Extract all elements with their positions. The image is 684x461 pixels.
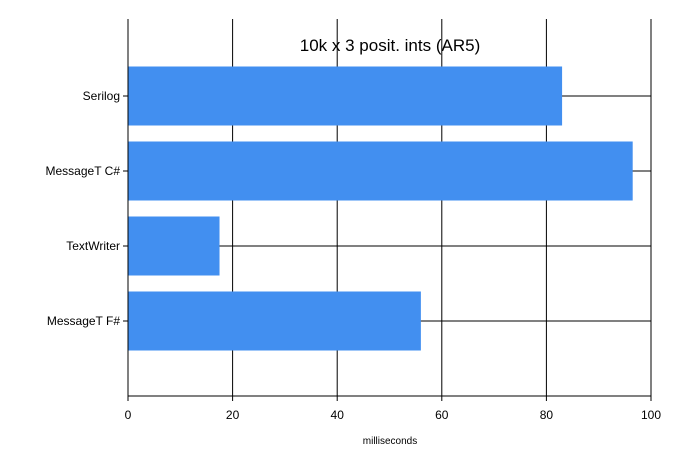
bar xyxy=(128,291,421,351)
chart-title: 10k x 3 posit. ints (AR5) xyxy=(300,36,480,55)
x-tick-label: 40 xyxy=(331,408,345,422)
bar xyxy=(128,141,633,201)
category-label: MessageT C# xyxy=(46,164,121,178)
x-tick-label: 80 xyxy=(540,408,554,422)
x-tick-label: 100 xyxy=(641,408,661,422)
bars xyxy=(128,66,633,351)
x-axis-title: milliseconds xyxy=(363,436,417,447)
x-tick-label: 20 xyxy=(226,408,240,422)
x-tick-labels: 0 20 40 60 80 100 xyxy=(125,408,662,422)
bar xyxy=(128,66,563,126)
x-tick-label: 0 xyxy=(125,408,132,422)
category-label: Serilog xyxy=(83,89,120,103)
axes xyxy=(123,19,652,401)
category-labels: Serilog MessageT C# TextWriter MessageT F# xyxy=(46,89,121,328)
bar xyxy=(128,216,220,276)
category-label: MessageT F# xyxy=(47,314,120,328)
category-label: TextWriter xyxy=(66,239,120,253)
x-tick-label: 60 xyxy=(435,408,449,422)
